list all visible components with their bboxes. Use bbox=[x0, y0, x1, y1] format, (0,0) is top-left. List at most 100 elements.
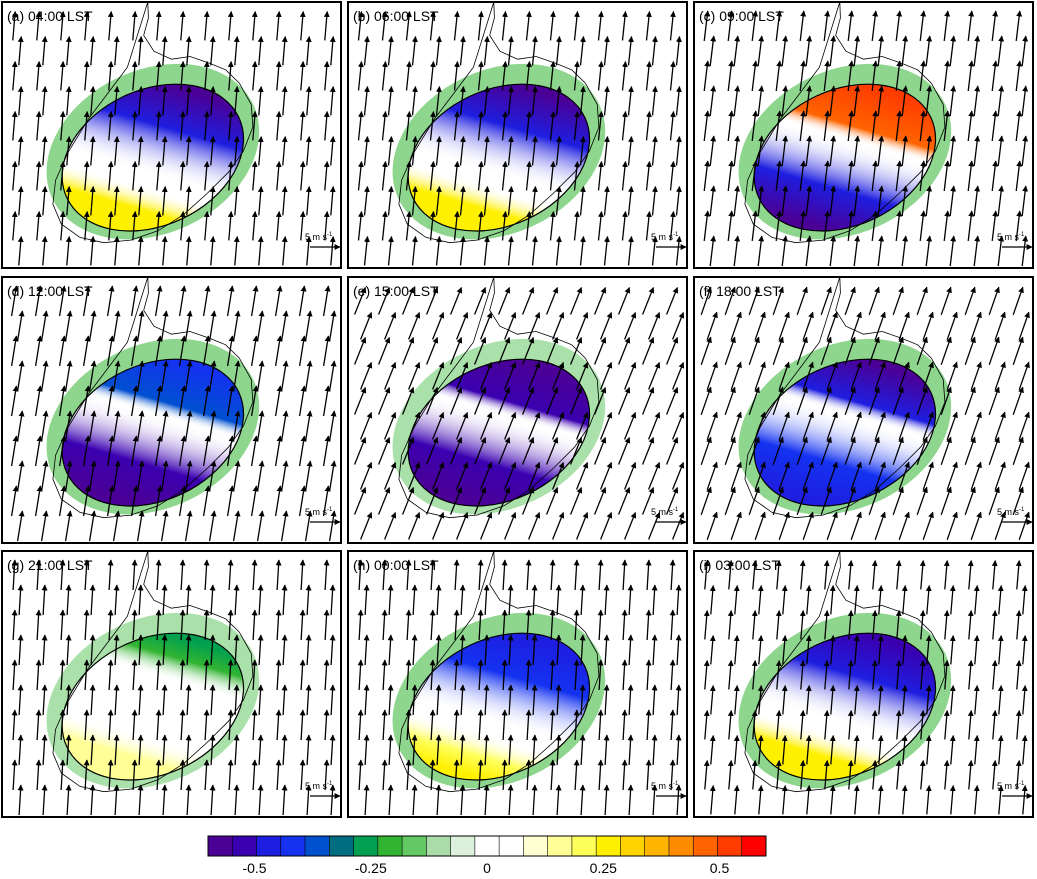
wind-vector bbox=[383, 311, 397, 340]
wind-vector bbox=[796, 386, 808, 416]
wind-vector bbox=[483, 86, 490, 116]
wind-vector bbox=[82, 485, 91, 517]
wind-vector bbox=[10, 285, 19, 317]
wind-vector bbox=[449, 386, 463, 415]
colorbar-cell bbox=[450, 836, 476, 856]
wind-vector bbox=[59, 609, 66, 641]
wind-vector bbox=[994, 361, 1006, 391]
wind-vector bbox=[593, 436, 607, 465]
wind-vector bbox=[623, 511, 637, 540]
wind-vector bbox=[357, 111, 364, 141]
wind-vector bbox=[185, 186, 192, 216]
wind-vector bbox=[41, 784, 48, 816]
wind-vector bbox=[988, 486, 1000, 516]
wind-vector bbox=[329, 36, 336, 66]
wind-vector bbox=[868, 386, 880, 416]
wind-vector bbox=[185, 86, 192, 116]
wind-vector bbox=[83, 111, 90, 141]
wind-vector bbox=[11, 211, 18, 241]
wind-vector bbox=[473, 386, 487, 415]
wind-vector bbox=[964, 486, 976, 516]
wind-vector bbox=[709, 185, 717, 217]
wind-vector bbox=[597, 11, 604, 41]
wind-vector bbox=[501, 161, 508, 191]
wind-vector bbox=[82, 285, 91, 317]
wind-vector bbox=[665, 286, 679, 315]
wind-vector bbox=[227, 11, 234, 41]
wind-vector bbox=[161, 734, 168, 766]
wind-vector bbox=[617, 436, 631, 465]
wind-vector bbox=[871, 160, 879, 192]
wind-vector bbox=[203, 759, 210, 791]
wind-vector bbox=[916, 336, 928, 366]
wind-vector bbox=[669, 111, 676, 141]
wind-vector bbox=[988, 286, 1000, 316]
wind-vector bbox=[34, 435, 43, 467]
wind-vector bbox=[617, 286, 631, 315]
wind-vector bbox=[709, 135, 717, 167]
wind-vector bbox=[949, 185, 957, 217]
wind-vector bbox=[35, 61, 42, 91]
wind-vector bbox=[703, 110, 711, 142]
wind-vector bbox=[41, 684, 48, 716]
wind-vector bbox=[973, 185, 981, 217]
wind-vector bbox=[898, 411, 910, 441]
wind-vector bbox=[275, 709, 282, 741]
wind-vector bbox=[275, 211, 282, 241]
wind-vector bbox=[700, 486, 712, 516]
wind-vector bbox=[353, 436, 367, 465]
wind-vector bbox=[823, 210, 831, 242]
wind-vector bbox=[35, 111, 42, 141]
wind-vector bbox=[251, 709, 258, 741]
wind-vector bbox=[305, 86, 312, 116]
wind-vector bbox=[669, 61, 676, 91]
wind-vector bbox=[1021, 85, 1029, 117]
wind-vector bbox=[328, 510, 337, 542]
wind-vector bbox=[850, 361, 862, 391]
wind-vector bbox=[227, 609, 234, 641]
wind-vector bbox=[796, 286, 808, 316]
wind-vector bbox=[802, 361, 814, 391]
wind-vector bbox=[58, 335, 67, 367]
colorbar-cell bbox=[693, 836, 718, 856]
wind-vector bbox=[154, 435, 163, 467]
panel-d: 5 m s-1 (d) 12:00 LST bbox=[1, 276, 342, 544]
wind-vector bbox=[59, 211, 66, 241]
wind-vector bbox=[946, 311, 958, 341]
wind-vector bbox=[627, 136, 634, 166]
wind-vector bbox=[805, 185, 813, 217]
colorbar-cell bbox=[668, 836, 694, 856]
colorbar-tick-label: 0.25 bbox=[590, 860, 617, 876]
wind-vector bbox=[844, 286, 856, 316]
wind-vector bbox=[531, 36, 538, 66]
wind-vector bbox=[322, 285, 331, 317]
wind-vector bbox=[964, 436, 976, 466]
wind-vector bbox=[781, 185, 789, 217]
wind-vector bbox=[549, 61, 556, 91]
wind-vector bbox=[973, 235, 981, 267]
wind-vector bbox=[251, 161, 258, 191]
wind-vector bbox=[895, 210, 903, 242]
wind-vector bbox=[967, 60, 975, 92]
wind-vector bbox=[757, 35, 765, 67]
wind-vector bbox=[233, 136, 240, 166]
wind-vector bbox=[700, 336, 712, 366]
wind-vector bbox=[83, 559, 90, 591]
wind-vector bbox=[507, 236, 514, 266]
wind-vector bbox=[647, 411, 661, 440]
panel-h: 5 m s-1(h) 00:00 LST bbox=[347, 550, 688, 818]
wind-vector bbox=[603, 36, 610, 66]
wind-vector bbox=[709, 35, 717, 67]
wind-vector bbox=[551, 361, 565, 390]
wind-vector bbox=[703, 10, 711, 42]
wind-vector bbox=[483, 236, 490, 266]
wind-vector bbox=[106, 385, 115, 417]
wind-vector bbox=[599, 411, 613, 440]
wind-vector bbox=[847, 10, 855, 42]
wind-vector bbox=[483, 186, 490, 216]
wind-vector bbox=[275, 61, 282, 91]
lake-outline bbox=[61, 358, 245, 507]
wind-vector bbox=[256, 510, 265, 542]
wind-vector bbox=[161, 186, 168, 216]
